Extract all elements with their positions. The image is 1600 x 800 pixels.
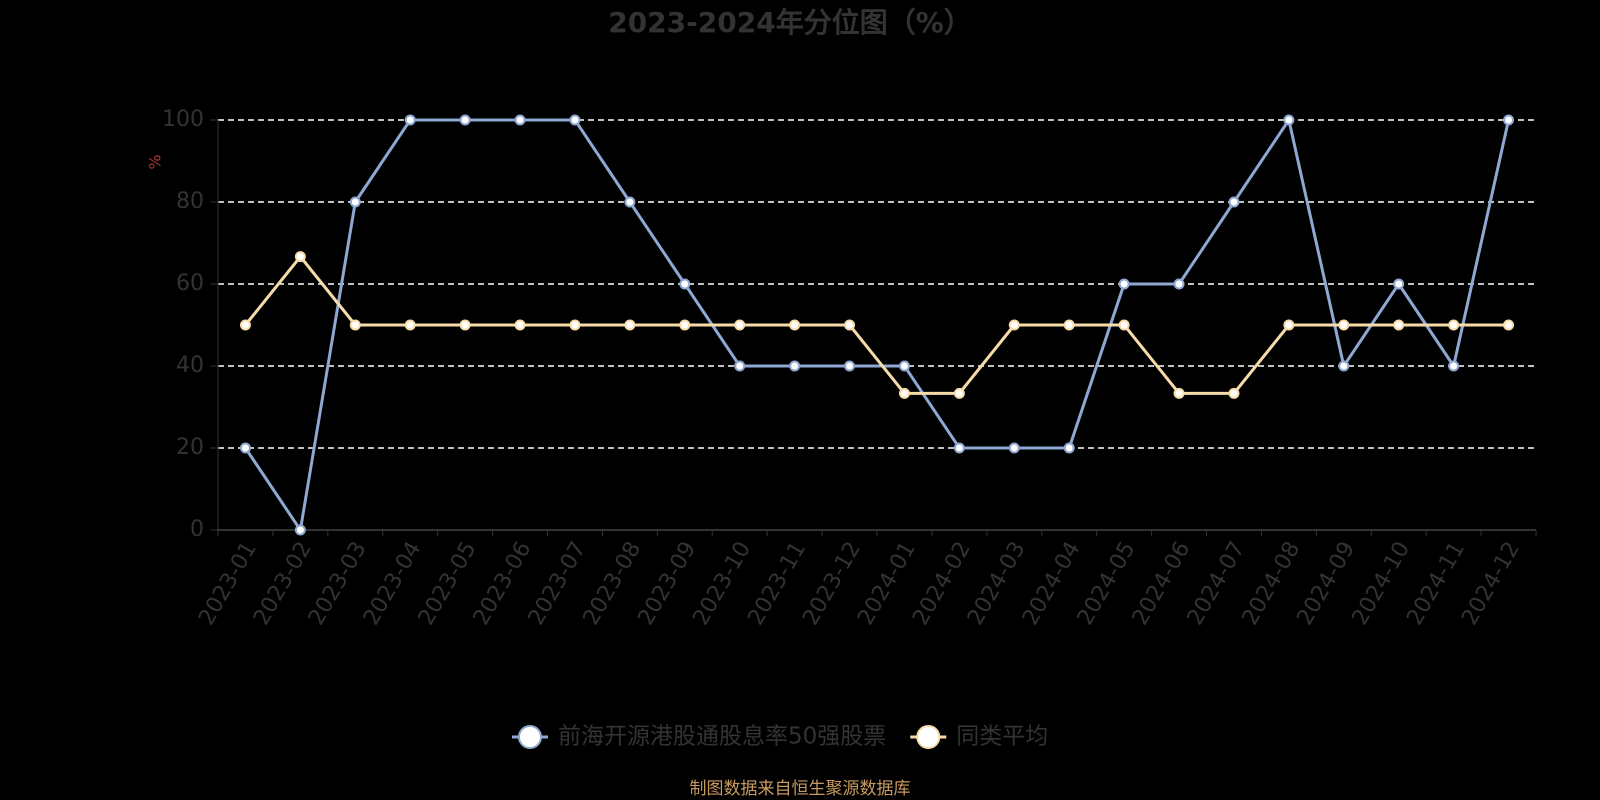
data-point [679,278,691,290]
data-point [1503,114,1515,126]
data-point [898,387,910,399]
data-point [1393,319,1405,331]
data-point [404,114,416,126]
data-point [898,360,910,372]
data-point [624,196,636,208]
data-point [1228,196,1240,208]
data-point [734,360,746,372]
data-point [734,319,746,331]
data-point [349,196,361,208]
data-point [1338,319,1350,331]
data-point [1448,360,1460,372]
data-point [1393,278,1405,290]
data-point [514,114,526,126]
y-axis-label: % [146,154,165,169]
data-point [1063,442,1075,454]
data-point [789,319,801,331]
data-point [1503,319,1515,331]
chart-title: 2023-2024年分位图（%） [608,6,972,39]
data-point [1173,387,1185,399]
data-point [404,319,416,331]
data-point [1063,319,1075,331]
data-point [1448,319,1460,331]
data-point [1008,442,1020,454]
data-point [624,319,636,331]
data-point [844,360,856,372]
data-point [1118,319,1130,331]
legend-marker [916,725,941,749]
data-point [514,319,526,331]
legend-marker [518,725,542,749]
data-point [459,319,471,331]
source-note: 制图数据来自恒生聚源数据库 [690,779,911,799]
data-point [679,319,691,331]
data-point [1008,319,1020,331]
series-line [244,254,1509,395]
data-point [1118,278,1130,290]
series-line [244,116,1511,534]
data-point [569,319,581,331]
y-tick-label: 80 [176,189,204,214]
data-point [294,524,306,536]
data-point [294,251,306,263]
y-tick-label: 100 [162,107,204,132]
data-point [349,319,361,331]
data-point [953,387,965,399]
data-point [1173,278,1185,290]
data-point [1283,114,1295,126]
data-point [844,319,856,331]
data-point [789,360,801,372]
y-tick-label: 40 [176,353,204,378]
data-point [1283,319,1295,331]
y-tick-label: 60 [176,271,204,296]
data-point [239,442,251,454]
data-point [239,319,251,331]
data-point [569,114,581,126]
y-tick-label: 0 [190,517,204,542]
data-point [459,114,471,126]
data-point [1338,360,1350,372]
data-point [953,442,965,454]
data-point [1228,387,1240,399]
legend-label: 前海开源港股通股息率50强股票 [558,724,886,750]
y-tick-label: 20 [176,435,204,460]
legend-label: 同类平均 [956,724,1048,750]
